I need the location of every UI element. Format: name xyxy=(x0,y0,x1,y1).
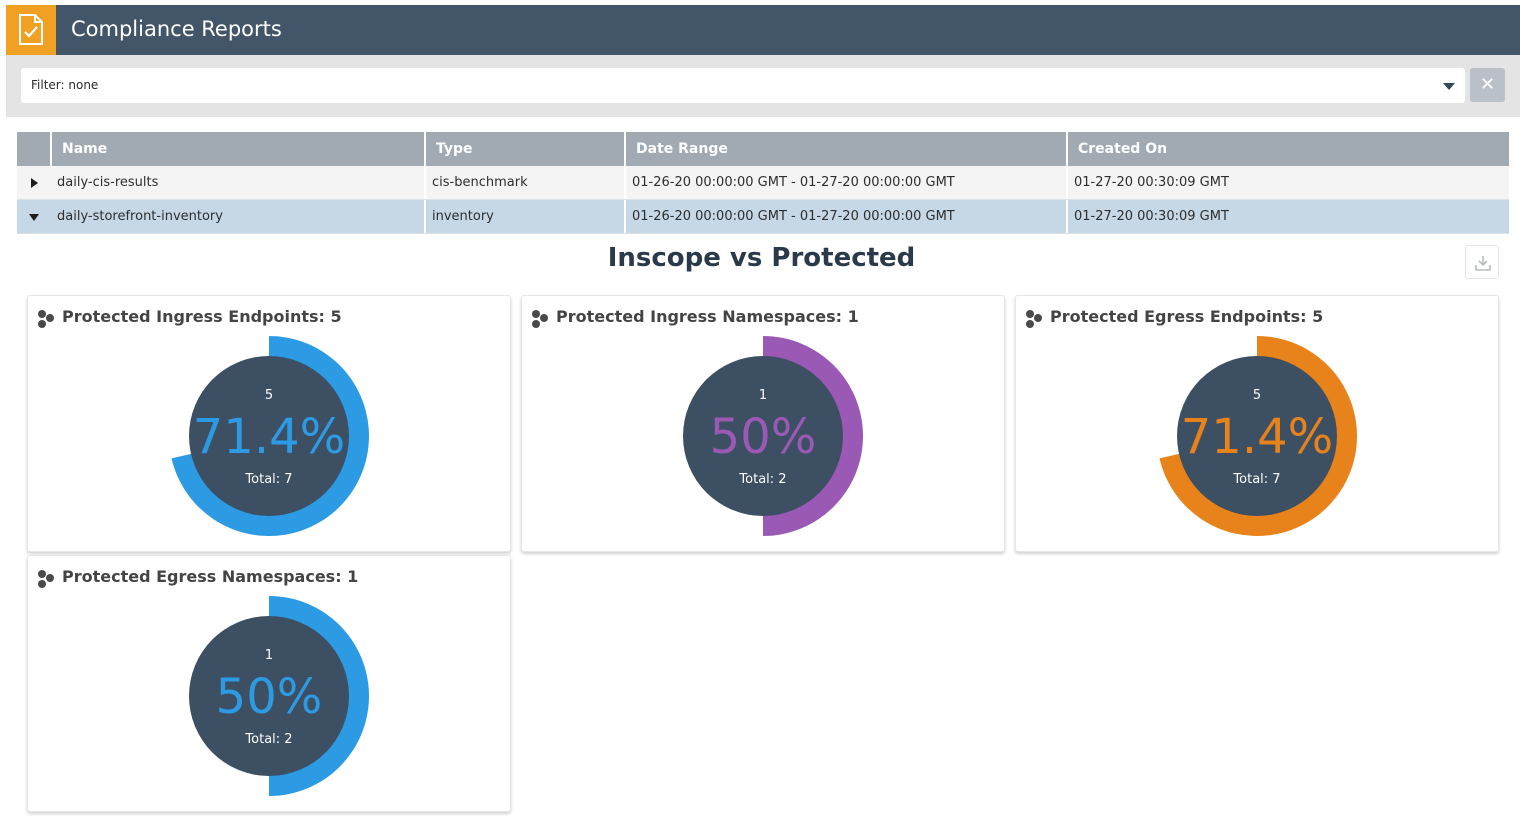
metric-card: Protected Egress Endpoints: 5 5 71.4% Total… xyxy=(1015,295,1499,552)
card-title: Protected Egress Namespaces: 1 xyxy=(62,567,359,586)
cluster-icon xyxy=(532,310,548,328)
filter-label: Filter: none xyxy=(31,78,99,92)
table-header: Name Type Date Range Created On xyxy=(17,132,1509,166)
donut-center xyxy=(1177,356,1337,516)
chevron-down-icon[interactable] xyxy=(1443,83,1455,90)
percent-value: 50% xyxy=(216,669,323,725)
cell-date-range: 01-26-20 00:00:00 GMT - 01-27-20 00:00:0… xyxy=(632,209,955,224)
expand-row-icon[interactable] xyxy=(31,178,38,188)
cluster-icon xyxy=(38,570,54,588)
cluster-icon xyxy=(1026,310,1042,328)
card-title: Protected Ingress Endpoints: 5 xyxy=(62,307,342,326)
table-row[interactable]: daily-cis-results cis-benchmark 01-26-20… xyxy=(17,166,1509,200)
percent-value: 71.4% xyxy=(1181,409,1333,465)
metric-card: Protected Ingress Namespaces: 1 1 50% Total… xyxy=(521,295,1005,552)
protected-count: 1 xyxy=(265,648,273,663)
column-header-created-on[interactable]: Created On xyxy=(1078,141,1168,157)
column-header-type[interactable]: Type xyxy=(436,141,473,157)
donut-center xyxy=(189,616,349,776)
metric-card: Protected Egress Namespaces: 1 1 50% Total:… xyxy=(27,555,511,812)
column-header-name[interactable]: Name xyxy=(62,141,108,157)
app-header: Compliance Reports xyxy=(6,5,1520,55)
cell-name: daily-storefront-inventory xyxy=(57,209,223,224)
protected-count: 5 xyxy=(1253,388,1261,403)
cell-name: daily-cis-results xyxy=(57,175,159,190)
protected-count: 5 xyxy=(265,388,273,403)
cell-created-on: 01-27-20 00:30:09 GMT xyxy=(1074,209,1229,224)
page-title: Compliance Reports xyxy=(71,17,282,41)
card-title: Protected Egress Endpoints: 5 xyxy=(1050,307,1324,326)
donut-center xyxy=(683,356,843,516)
percent-value: 71.4% xyxy=(193,409,345,465)
cell-date-range: 01-26-20 00:00:00 GMT - 01-27-20 00:00:0… xyxy=(632,175,955,190)
total-count: Total: 2 xyxy=(738,472,786,487)
cluster-icon xyxy=(38,310,54,328)
collapse-row-icon[interactable] xyxy=(29,214,39,221)
total-count: Total: 7 xyxy=(244,472,292,487)
donut-center xyxy=(189,356,349,516)
cell-type: inventory xyxy=(432,209,494,224)
total-count: Total: 2 xyxy=(244,732,292,747)
percent-value: 50% xyxy=(710,409,817,465)
section-title: Inscope vs Protected xyxy=(607,243,916,273)
card-title: Protected Ingress Namespaces: 1 xyxy=(556,307,859,326)
cell-type: cis-benchmark xyxy=(432,175,528,190)
metric-card: Protected Ingress Endpoints: 5 5 71.4% Tota… xyxy=(27,295,511,552)
total-count: Total: 7 xyxy=(1232,472,1280,487)
donut-chart: 5 71.4% Total: 7 xyxy=(171,336,369,536)
clear-filter-button[interactable]: ✕ xyxy=(1470,68,1505,102)
protected-count: 1 xyxy=(759,388,767,403)
filter-select[interactable]: Filter: none xyxy=(21,68,1465,103)
column-header-date-range[interactable]: Date Range xyxy=(636,141,728,157)
report-check-icon xyxy=(6,5,56,55)
cell-created-on: 01-27-20 00:30:09 GMT xyxy=(1074,175,1229,190)
download-icon xyxy=(1475,256,1491,271)
reports-table: Name Type Date Range Created On daily-ci… xyxy=(17,132,1509,234)
donut-chart: 1 50% Total: 2 xyxy=(683,336,863,536)
table-row[interactable]: daily-storefront-inventory inventory 01-… xyxy=(17,200,1509,234)
donut-chart: 1 50% Total: 2 xyxy=(189,596,369,796)
download-button[interactable] xyxy=(1465,245,1499,279)
donut-chart: 5 71.4% Total: 7 xyxy=(1159,336,1357,536)
